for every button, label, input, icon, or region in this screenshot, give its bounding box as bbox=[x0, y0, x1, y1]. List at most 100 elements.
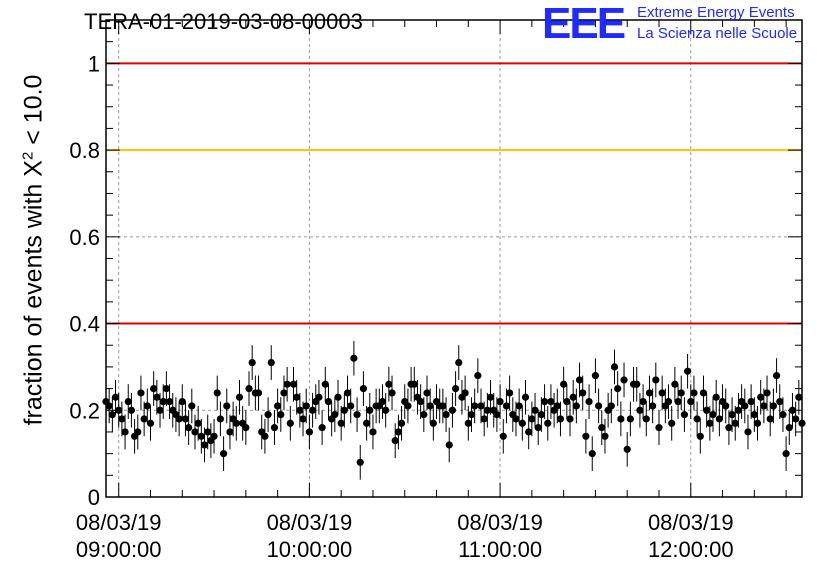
marker bbox=[391, 437, 399, 445]
data-point bbox=[785, 410, 793, 445]
data-point bbox=[668, 405, 676, 441]
marker bbox=[776, 398, 784, 406]
marker bbox=[235, 393, 244, 401]
data-point bbox=[528, 401, 536, 437]
y-tick-label: 0 bbox=[88, 485, 100, 510]
y-axis-label-suffix: < 10.0 bbox=[19, 74, 48, 152]
data-point bbox=[108, 397, 116, 432]
marker bbox=[474, 371, 482, 380]
marker bbox=[687, 398, 695, 406]
data-point bbox=[432, 384, 441, 419]
marker bbox=[728, 411, 736, 419]
marker bbox=[633, 380, 641, 388]
marker bbox=[105, 402, 113, 410]
marker bbox=[356, 458, 364, 466]
marker bbox=[121, 428, 129, 436]
marker bbox=[429, 419, 437, 427]
data-point bbox=[305, 414, 313, 450]
data-point bbox=[474, 358, 482, 393]
marker bbox=[108, 411, 116, 419]
marker bbox=[334, 393, 342, 401]
data-point bbox=[264, 397, 272, 432]
data-point bbox=[556, 401, 565, 437]
marker bbox=[305, 428, 313, 436]
data-point bbox=[382, 392, 390, 428]
data-point bbox=[467, 397, 476, 432]
data-point bbox=[601, 418, 609, 454]
marker bbox=[363, 419, 371, 427]
data-point bbox=[614, 371, 622, 406]
data-point bbox=[540, 384, 549, 419]
data-point bbox=[671, 366, 679, 402]
data-point bbox=[560, 366, 568, 402]
marker bbox=[378, 398, 387, 406]
data-point bbox=[420, 397, 428, 432]
data-point bbox=[617, 401, 625, 437]
marker bbox=[693, 415, 701, 423]
logo-mark: EEE bbox=[542, 0, 626, 48]
data-point bbox=[712, 379, 720, 415]
data-point bbox=[302, 388, 310, 424]
marker bbox=[525, 428, 533, 436]
data-point bbox=[385, 366, 393, 402]
marker bbox=[293, 393, 301, 401]
data-point bbox=[197, 418, 205, 454]
data-point bbox=[506, 375, 514, 411]
marker bbox=[668, 419, 676, 427]
marker bbox=[620, 376, 628, 384]
data-point bbox=[566, 401, 574, 437]
data-point bbox=[235, 379, 244, 415]
marker bbox=[448, 406, 457, 414]
marker bbox=[451, 384, 460, 393]
marker bbox=[232, 419, 240, 427]
data-point bbox=[181, 401, 190, 437]
data-point bbox=[150, 371, 158, 406]
marker bbox=[690, 389, 698, 397]
marker bbox=[194, 419, 202, 427]
marker bbox=[404, 402, 412, 410]
marker bbox=[649, 402, 657, 410]
marker bbox=[143, 402, 151, 410]
marker bbox=[582, 432, 590, 440]
marker bbox=[127, 406, 136, 414]
data-point bbox=[744, 414, 752, 450]
data-point bbox=[286, 405, 294, 441]
data-point bbox=[544, 405, 552, 441]
marker bbox=[515, 402, 523, 410]
marker bbox=[725, 424, 733, 432]
marker bbox=[617, 415, 625, 423]
marker bbox=[417, 398, 425, 406]
marker bbox=[308, 406, 317, 414]
data-point bbox=[633, 366, 641, 402]
marker bbox=[671, 380, 679, 388]
marker bbox=[757, 393, 765, 401]
data-point bbox=[652, 362, 660, 398]
data-point bbox=[595, 388, 603, 424]
marker bbox=[264, 411, 272, 419]
marker bbox=[712, 393, 720, 401]
marker bbox=[226, 428, 234, 436]
tick-labels: 00.20.40.60.8108/03/1909:00:0008/03/1910… bbox=[69, 51, 733, 562]
data-point bbox=[127, 392, 136, 428]
marker bbox=[483, 406, 491, 414]
marker bbox=[439, 402, 447, 410]
data-point bbox=[655, 410, 663, 445]
data-point bbox=[588, 436, 596, 471]
marker bbox=[353, 411, 361, 419]
marker bbox=[598, 424, 606, 432]
data-point bbox=[649, 388, 657, 424]
data-point bbox=[563, 384, 571, 419]
marker bbox=[185, 424, 193, 432]
marker bbox=[779, 411, 787, 419]
marker bbox=[242, 424, 250, 432]
marker bbox=[512, 415, 520, 423]
axis-ticks bbox=[106, 19, 802, 498]
marker bbox=[210, 432, 218, 440]
marker bbox=[213, 389, 221, 397]
marker bbox=[283, 380, 291, 388]
marker bbox=[216, 415, 225, 423]
data-point bbox=[131, 418, 139, 454]
data-point bbox=[518, 405, 526, 441]
data-point bbox=[369, 414, 377, 450]
